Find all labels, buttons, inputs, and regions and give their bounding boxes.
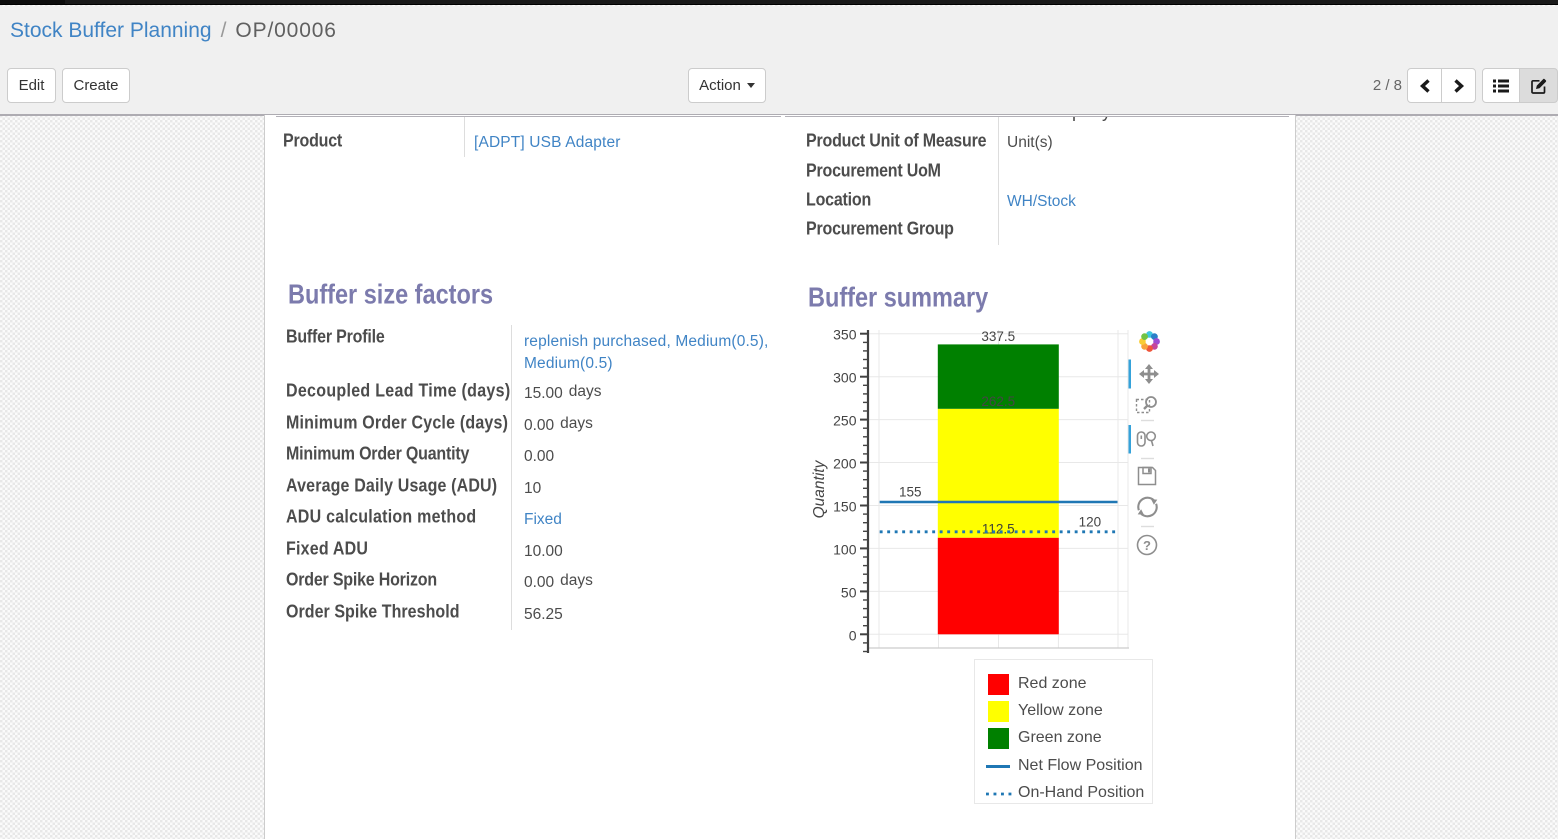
- svg-text:Quantity: Quantity: [811, 459, 828, 518]
- svg-text:150: 150: [833, 499, 857, 515]
- svg-text:120: 120: [1079, 515, 1102, 530]
- svg-text:?: ?: [1143, 538, 1151, 553]
- svg-text:200: 200: [833, 456, 857, 472]
- svg-text:112.5: 112.5: [982, 522, 1015, 537]
- svg-text:300: 300: [833, 370, 857, 386]
- svg-text:262.5: 262.5: [981, 394, 1015, 409]
- svg-text:155: 155: [899, 485, 922, 500]
- svg-text:250: 250: [833, 413, 857, 429]
- svg-text:100: 100: [833, 542, 857, 558]
- svg-text:337.5: 337.5: [981, 329, 1015, 344]
- svg-text:350: 350: [833, 327, 857, 343]
- svg-text:50: 50: [841, 585, 857, 601]
- svg-text:0: 0: [849, 628, 857, 644]
